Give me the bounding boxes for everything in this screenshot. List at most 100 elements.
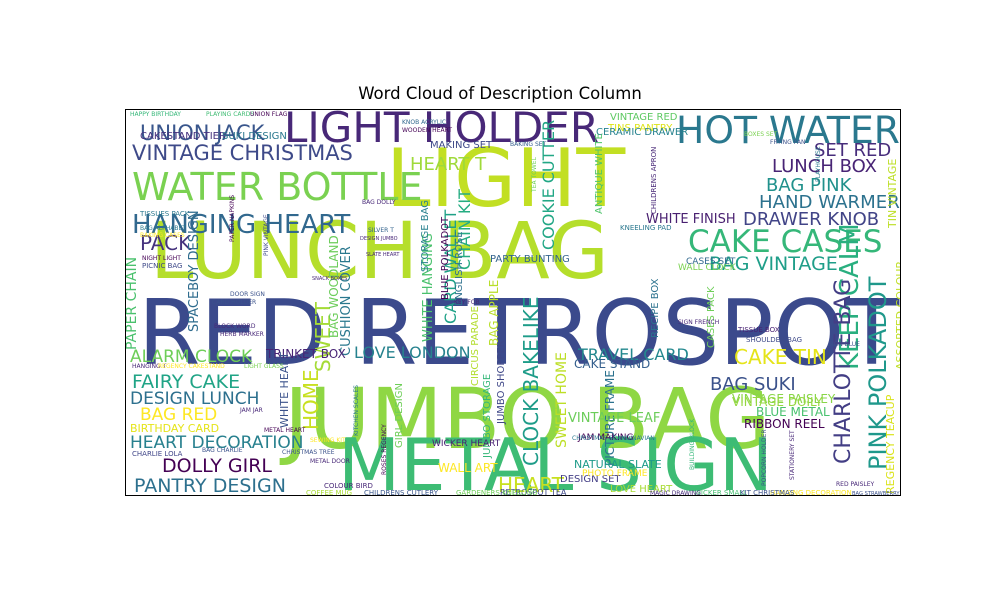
word-jumbo-shopper: JUMBO SHOPPER bbox=[496, 340, 507, 425]
word-heart: HEART bbox=[498, 473, 565, 496]
word-blue-polkadot: BLUE POLKADOT bbox=[440, 216, 451, 300]
word-blue-metal: BLUE METAL bbox=[756, 405, 830, 419]
word-card-holder: CARD HOLDER bbox=[212, 299, 256, 306]
word-design-jumbo: DESIGN JUMBO bbox=[360, 236, 398, 242]
word-wall-clock: WALL CLOCK bbox=[678, 263, 737, 273]
word-playing-cards: PLAYING CARDS bbox=[206, 111, 254, 118]
word-kneeling-pad: KNEELING PAD bbox=[620, 224, 671, 232]
word-bag-pink: BAG PINK bbox=[766, 175, 853, 196]
word-wicker-heart: WICKER HEART bbox=[432, 439, 501, 449]
word-sweet: SWEET bbox=[311, 301, 335, 372]
word-jam-making: JAM MAKING bbox=[577, 433, 633, 443]
word-kit-christmas: KIT CHRISTMAS bbox=[740, 489, 795, 496]
word-cushion-cover: CUSHION COVER bbox=[339, 246, 354, 356]
chart-title: Word Cloud of Description Column bbox=[358, 84, 642, 103]
word-love-heart: LOVE HEART bbox=[610, 484, 673, 495]
word-childrens-cutlery: CHILDRENS CUTLERY bbox=[364, 489, 439, 496]
word-vintage-doily: VINTAGE DOILY bbox=[732, 395, 823, 409]
word-cake-tin: CAKE TIN bbox=[734, 345, 827, 369]
word-stationery-set: STATIONERY SET bbox=[789, 430, 796, 480]
word-ceramic-drawer: CERAMIC DRAWER bbox=[596, 127, 688, 138]
word-kitchen-scales: KITCHEN SCALES bbox=[353, 385, 360, 436]
word-drawer-knob: DRAWER KNOB bbox=[743, 209, 879, 230]
word-bag-red: BAG RED bbox=[140, 405, 217, 425]
word-white-finish: WHITE FINISH bbox=[646, 212, 736, 227]
word-metal-heart: METAL HEART bbox=[264, 427, 306, 434]
word-hot-water: HOT WATER bbox=[676, 110, 900, 152]
word-building-block: BUILDING BLOCK bbox=[689, 418, 696, 470]
word-hanging-t: HANGING T bbox=[132, 363, 167, 370]
word-circus-parade: CIRCUS PARADE bbox=[470, 306, 481, 386]
word-bag-strawberry: BAG STRAWBERRY bbox=[852, 491, 900, 496]
word-wall-art: WALL ART bbox=[438, 461, 498, 475]
word-red-retrospot: RED RETROSPOT bbox=[138, 282, 900, 386]
word-union-flag: UNION FLAG bbox=[250, 111, 288, 118]
word-vintage-red: VINTAGE RED bbox=[610, 112, 678, 123]
word-magic-drawing: MAGIC DRAWING bbox=[650, 490, 701, 496]
word-heart-t: HEART T bbox=[410, 154, 487, 175]
word-set-red: SET RED bbox=[814, 140, 891, 161]
word-bag-apple: BAG APPLE bbox=[487, 280, 501, 346]
word-love-london: LOVE LONDON bbox=[354, 343, 471, 362]
word-bag-charlie: BAG CHARLIE bbox=[202, 447, 243, 454]
word-night-light: NIGHT LIGHT bbox=[142, 255, 181, 262]
word-tea-towel: TEA TOWEL bbox=[531, 156, 538, 193]
word-home: HOME bbox=[299, 369, 323, 430]
word-lunch-box: LUNCH BOX bbox=[772, 156, 877, 177]
word-tissue-box: TISSUE BOX bbox=[737, 326, 780, 334]
word-girl-design: GIRL DESIGN bbox=[394, 383, 405, 448]
word-antique-white: ANTIQUE WHITE bbox=[594, 133, 605, 214]
word-bag-suki: BAG SUKI bbox=[710, 374, 796, 395]
word-cookie-cutter: COOKIE CUTTER bbox=[539, 120, 558, 250]
word-bag-alphabet: BAG ALPHABET bbox=[140, 225, 186, 232]
word-hanging-decoration: HANGING DECORATION bbox=[770, 489, 852, 496]
word-metal-door: METAL DOOR bbox=[310, 458, 350, 465]
word-frying-pan: FRYING PAN bbox=[770, 139, 806, 146]
word-cakestand-tier: CAKESTAND TIER bbox=[140, 131, 226, 142]
word-paper-napkins: PAPER NAPKINS bbox=[229, 195, 236, 242]
word-vintage-christmas: VINTAGE CHRISTMAS bbox=[132, 141, 353, 165]
word-light-holder: LIGHT HOLDER bbox=[284, 110, 599, 152]
word-heart-decoration: HEART DECORATION bbox=[130, 433, 304, 453]
word-bag-dolly: BAG DOLLY bbox=[362, 199, 396, 206]
word-trinket-box: TRINKET BOX bbox=[265, 347, 346, 361]
word-fairy-cake: FAIRY CAKE bbox=[132, 371, 240, 393]
word-lunch-bag: LUNCH BAG bbox=[150, 207, 609, 297]
word-jumbo-bag: JUMBO BAG bbox=[279, 370, 770, 468]
word-alarm-clock: ALARM CLOCK bbox=[130, 347, 253, 367]
word-design-lunch: DESIGN LUNCH bbox=[130, 389, 259, 409]
word-gardeners-kneeling: GARDENERS KNEELING bbox=[456, 489, 537, 496]
word-slate-heart: SLATE HEART bbox=[366, 252, 400, 258]
word-regency-teacup: REGENCY TEACUP bbox=[884, 394, 897, 494]
word-jam-jar: JAM JAR bbox=[239, 407, 263, 414]
word-red-paisley: RED PAISLEY bbox=[836, 481, 875, 488]
word-pink-vintage: PINK VINTAGE bbox=[263, 214, 270, 256]
word-photo-frame: PHOTO FRAME bbox=[582, 469, 648, 479]
word-union-jack: UNION JACK bbox=[140, 121, 266, 145]
word-knob-acrylic: KNOB ACRYLIC bbox=[402, 119, 446, 126]
word-card-wallet: CARD WALLET bbox=[441, 210, 460, 324]
word-light-glass: LIGHT GLASS bbox=[244, 363, 284, 370]
word-jumbo-storage: JUMBO STORAGE bbox=[482, 374, 493, 459]
word-sign-french: SIGN FRENCH bbox=[678, 319, 719, 326]
word-roses-regency: ROSES REGENCY bbox=[381, 424, 388, 475]
word-baking-set: BAKING SET bbox=[510, 141, 547, 148]
word-hanging-heart: HANGING HEART bbox=[132, 210, 350, 240]
word-regency-cakestand: REGENCY CAKESTAND bbox=[158, 363, 225, 370]
word-pack: PACK bbox=[140, 231, 192, 255]
word-metal-sign: METAL SIGN bbox=[338, 423, 773, 496]
word-white-hanging: WHITE HANGING bbox=[421, 233, 436, 342]
word-vintage-paisley: VINTAGE PAISLEY bbox=[732, 392, 836, 406]
word-key-fob: KEY FOB bbox=[454, 299, 480, 306]
word-charlie-lola: CHARLIE LOLA bbox=[132, 450, 183, 458]
word-cake-stand: CAKE STAND bbox=[574, 357, 650, 371]
word-colour-bird: COLOUR BIRD bbox=[324, 482, 373, 490]
word-english-rose: ENGLISH ROSE bbox=[454, 231, 465, 306]
word-cases-pack: CASES PACK bbox=[706, 286, 717, 348]
word-sign-blue: SIGN BLUE bbox=[828, 341, 860, 348]
word-herb-marker: HERB MARKER bbox=[220, 331, 264, 338]
word-sewing-kit: SEWING KIT bbox=[310, 437, 346, 444]
word-childrens-apron: CHILDRENS APRON bbox=[650, 147, 658, 214]
word-happy-birthday: HAPPY BIRTHDAY bbox=[130, 111, 181, 118]
